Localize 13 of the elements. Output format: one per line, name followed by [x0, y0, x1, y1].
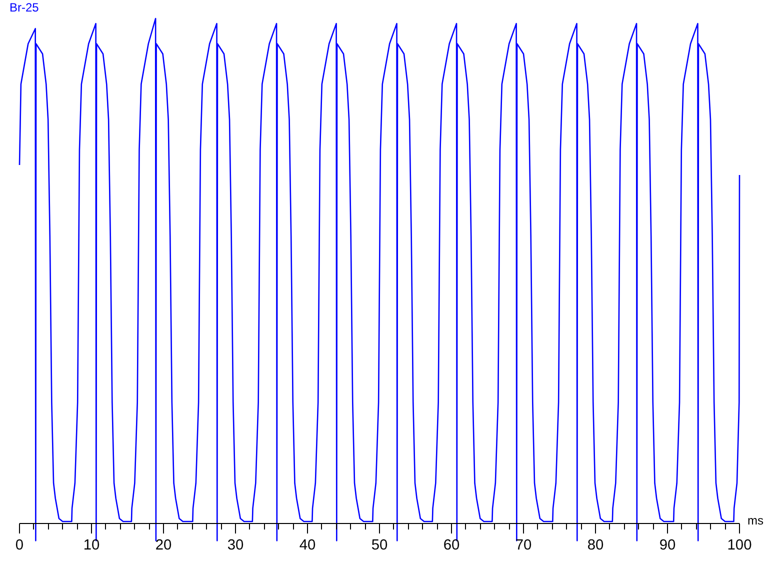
x-tick-label: 60	[443, 538, 460, 554]
x-tick-label: 70	[515, 538, 532, 554]
x-tick-label: 90	[659, 538, 676, 554]
x-tick-label: 50	[371, 538, 388, 554]
x-tick-label: 80	[587, 538, 604, 554]
x-tick-label: 100	[727, 538, 752, 554]
x-tick-label: 10	[83, 538, 100, 554]
x-tick-label: 20	[155, 538, 172, 554]
x-axis-title: ms	[748, 514, 764, 528]
x-tick-label: 30	[227, 538, 244, 554]
x-tick-label: 0	[15, 538, 24, 554]
x-tick-label: 40	[299, 538, 316, 554]
series-label: Br-25	[10, 0, 40, 14]
